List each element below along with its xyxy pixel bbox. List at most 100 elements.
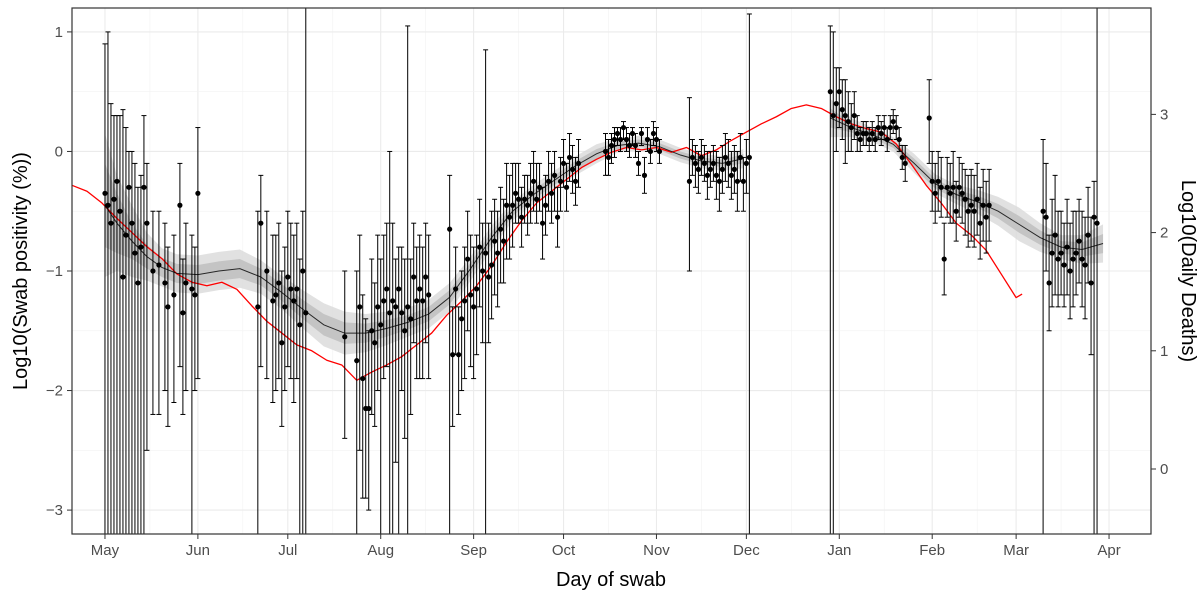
data-point bbox=[1070, 256, 1076, 262]
data-point bbox=[938, 184, 944, 190]
data-point bbox=[456, 352, 462, 358]
y-right-tick-label: 2 bbox=[1160, 225, 1168, 242]
data-point bbox=[177, 202, 183, 208]
data-point bbox=[740, 178, 746, 184]
data-point bbox=[288, 286, 294, 292]
y-right-tick-label: 3 bbox=[1160, 106, 1168, 123]
data-point bbox=[1049, 250, 1055, 256]
data-point bbox=[354, 358, 360, 364]
x-tick-label: Mar bbox=[1003, 542, 1029, 559]
data-point bbox=[947, 190, 953, 196]
data-point bbox=[689, 154, 696, 161]
x-tick-label: Jan bbox=[827, 542, 851, 559]
data-point bbox=[896, 136, 902, 143]
data-point bbox=[489, 262, 495, 268]
data-point bbox=[384, 286, 390, 292]
data-point bbox=[536, 184, 543, 190]
data-point bbox=[1076, 238, 1082, 244]
data-point bbox=[962, 196, 968, 202]
data-point bbox=[138, 244, 144, 250]
data-point bbox=[563, 184, 570, 190]
data-point bbox=[623, 136, 630, 143]
data-point bbox=[614, 130, 621, 137]
data-point bbox=[743, 160, 749, 167]
data-point bbox=[845, 118, 851, 125]
x-tick-label: Feb bbox=[919, 542, 945, 559]
data-point bbox=[509, 202, 516, 208]
data-point bbox=[276, 280, 282, 286]
data-point bbox=[986, 202, 992, 208]
data-point bbox=[656, 148, 663, 155]
data-point bbox=[605, 154, 612, 161]
data-point bbox=[884, 136, 890, 143]
axes: May Jun Jul Aug Sep Oct Nov Dec Jan Feb Mar Apr 1 0 −1… bbox=[46, 24, 1168, 559]
data-point bbox=[929, 178, 935, 184]
data-point bbox=[881, 124, 887, 131]
data-point bbox=[1055, 256, 1061, 262]
data-point bbox=[719, 166, 725, 172]
data-point bbox=[366, 405, 372, 412]
data-point bbox=[1043, 214, 1049, 220]
y-left-tick-label: −3 bbox=[46, 502, 63, 519]
data-point bbox=[641, 172, 648, 178]
data-point bbox=[360, 375, 366, 382]
data-point bbox=[150, 268, 156, 274]
data-point bbox=[629, 130, 636, 137]
data-point bbox=[417, 286, 423, 292]
data-point bbox=[854, 130, 860, 137]
x-tick-label: Sep bbox=[460, 542, 487, 559]
data-point bbox=[492, 238, 498, 244]
data-point bbox=[857, 136, 863, 143]
data-point bbox=[387, 310, 393, 316]
data-point bbox=[704, 172, 711, 178]
data-point bbox=[1082, 262, 1088, 268]
data-point bbox=[1040, 208, 1046, 214]
data-point bbox=[450, 352, 456, 358]
data-point bbox=[866, 136, 872, 143]
data-point bbox=[557, 178, 564, 184]
data-point bbox=[899, 154, 905, 161]
data-point bbox=[698, 154, 705, 161]
x-tick-label: May bbox=[91, 542, 120, 559]
data-point bbox=[833, 101, 839, 107]
data-point bbox=[686, 178, 693, 184]
data-point bbox=[165, 304, 171, 310]
data-point bbox=[620, 124, 627, 131]
ci-ribbons bbox=[104, 98, 1104, 355]
x-tick-label: Nov bbox=[643, 542, 670, 559]
data-point bbox=[878, 130, 884, 137]
data-point bbox=[527, 190, 534, 196]
data-point bbox=[566, 154, 573, 161]
data-point bbox=[617, 136, 624, 143]
data-point bbox=[273, 292, 279, 298]
data-point bbox=[423, 274, 429, 280]
x-tick-label: Jun bbox=[186, 542, 210, 559]
data-point bbox=[1094, 220, 1100, 226]
data-point bbox=[692, 160, 699, 167]
x-tick-label: Aug bbox=[367, 542, 394, 559]
data-point bbox=[402, 328, 408, 334]
data-point bbox=[1091, 214, 1097, 220]
data-point bbox=[827, 89, 833, 95]
data-point bbox=[944, 184, 950, 190]
ci-ribbon bbox=[830, 108, 1104, 257]
data-point bbox=[180, 310, 186, 316]
data-point bbox=[291, 298, 297, 304]
data-point bbox=[474, 286, 480, 292]
x-axis-title: Day of swab bbox=[556, 569, 666, 591]
data-point bbox=[270, 298, 276, 304]
data-point bbox=[1088, 280, 1094, 286]
data-point bbox=[974, 196, 980, 202]
data-point bbox=[141, 184, 147, 190]
y-right-tick-label: 0 bbox=[1160, 461, 1168, 478]
data-point bbox=[545, 178, 552, 184]
ci-ribbon bbox=[830, 98, 1104, 264]
data-point bbox=[462, 298, 468, 304]
x-tick-label: Jul bbox=[278, 542, 297, 559]
data-point bbox=[468, 292, 474, 298]
data-point bbox=[411, 274, 417, 280]
data-point bbox=[608, 142, 615, 149]
data-point bbox=[515, 196, 522, 202]
